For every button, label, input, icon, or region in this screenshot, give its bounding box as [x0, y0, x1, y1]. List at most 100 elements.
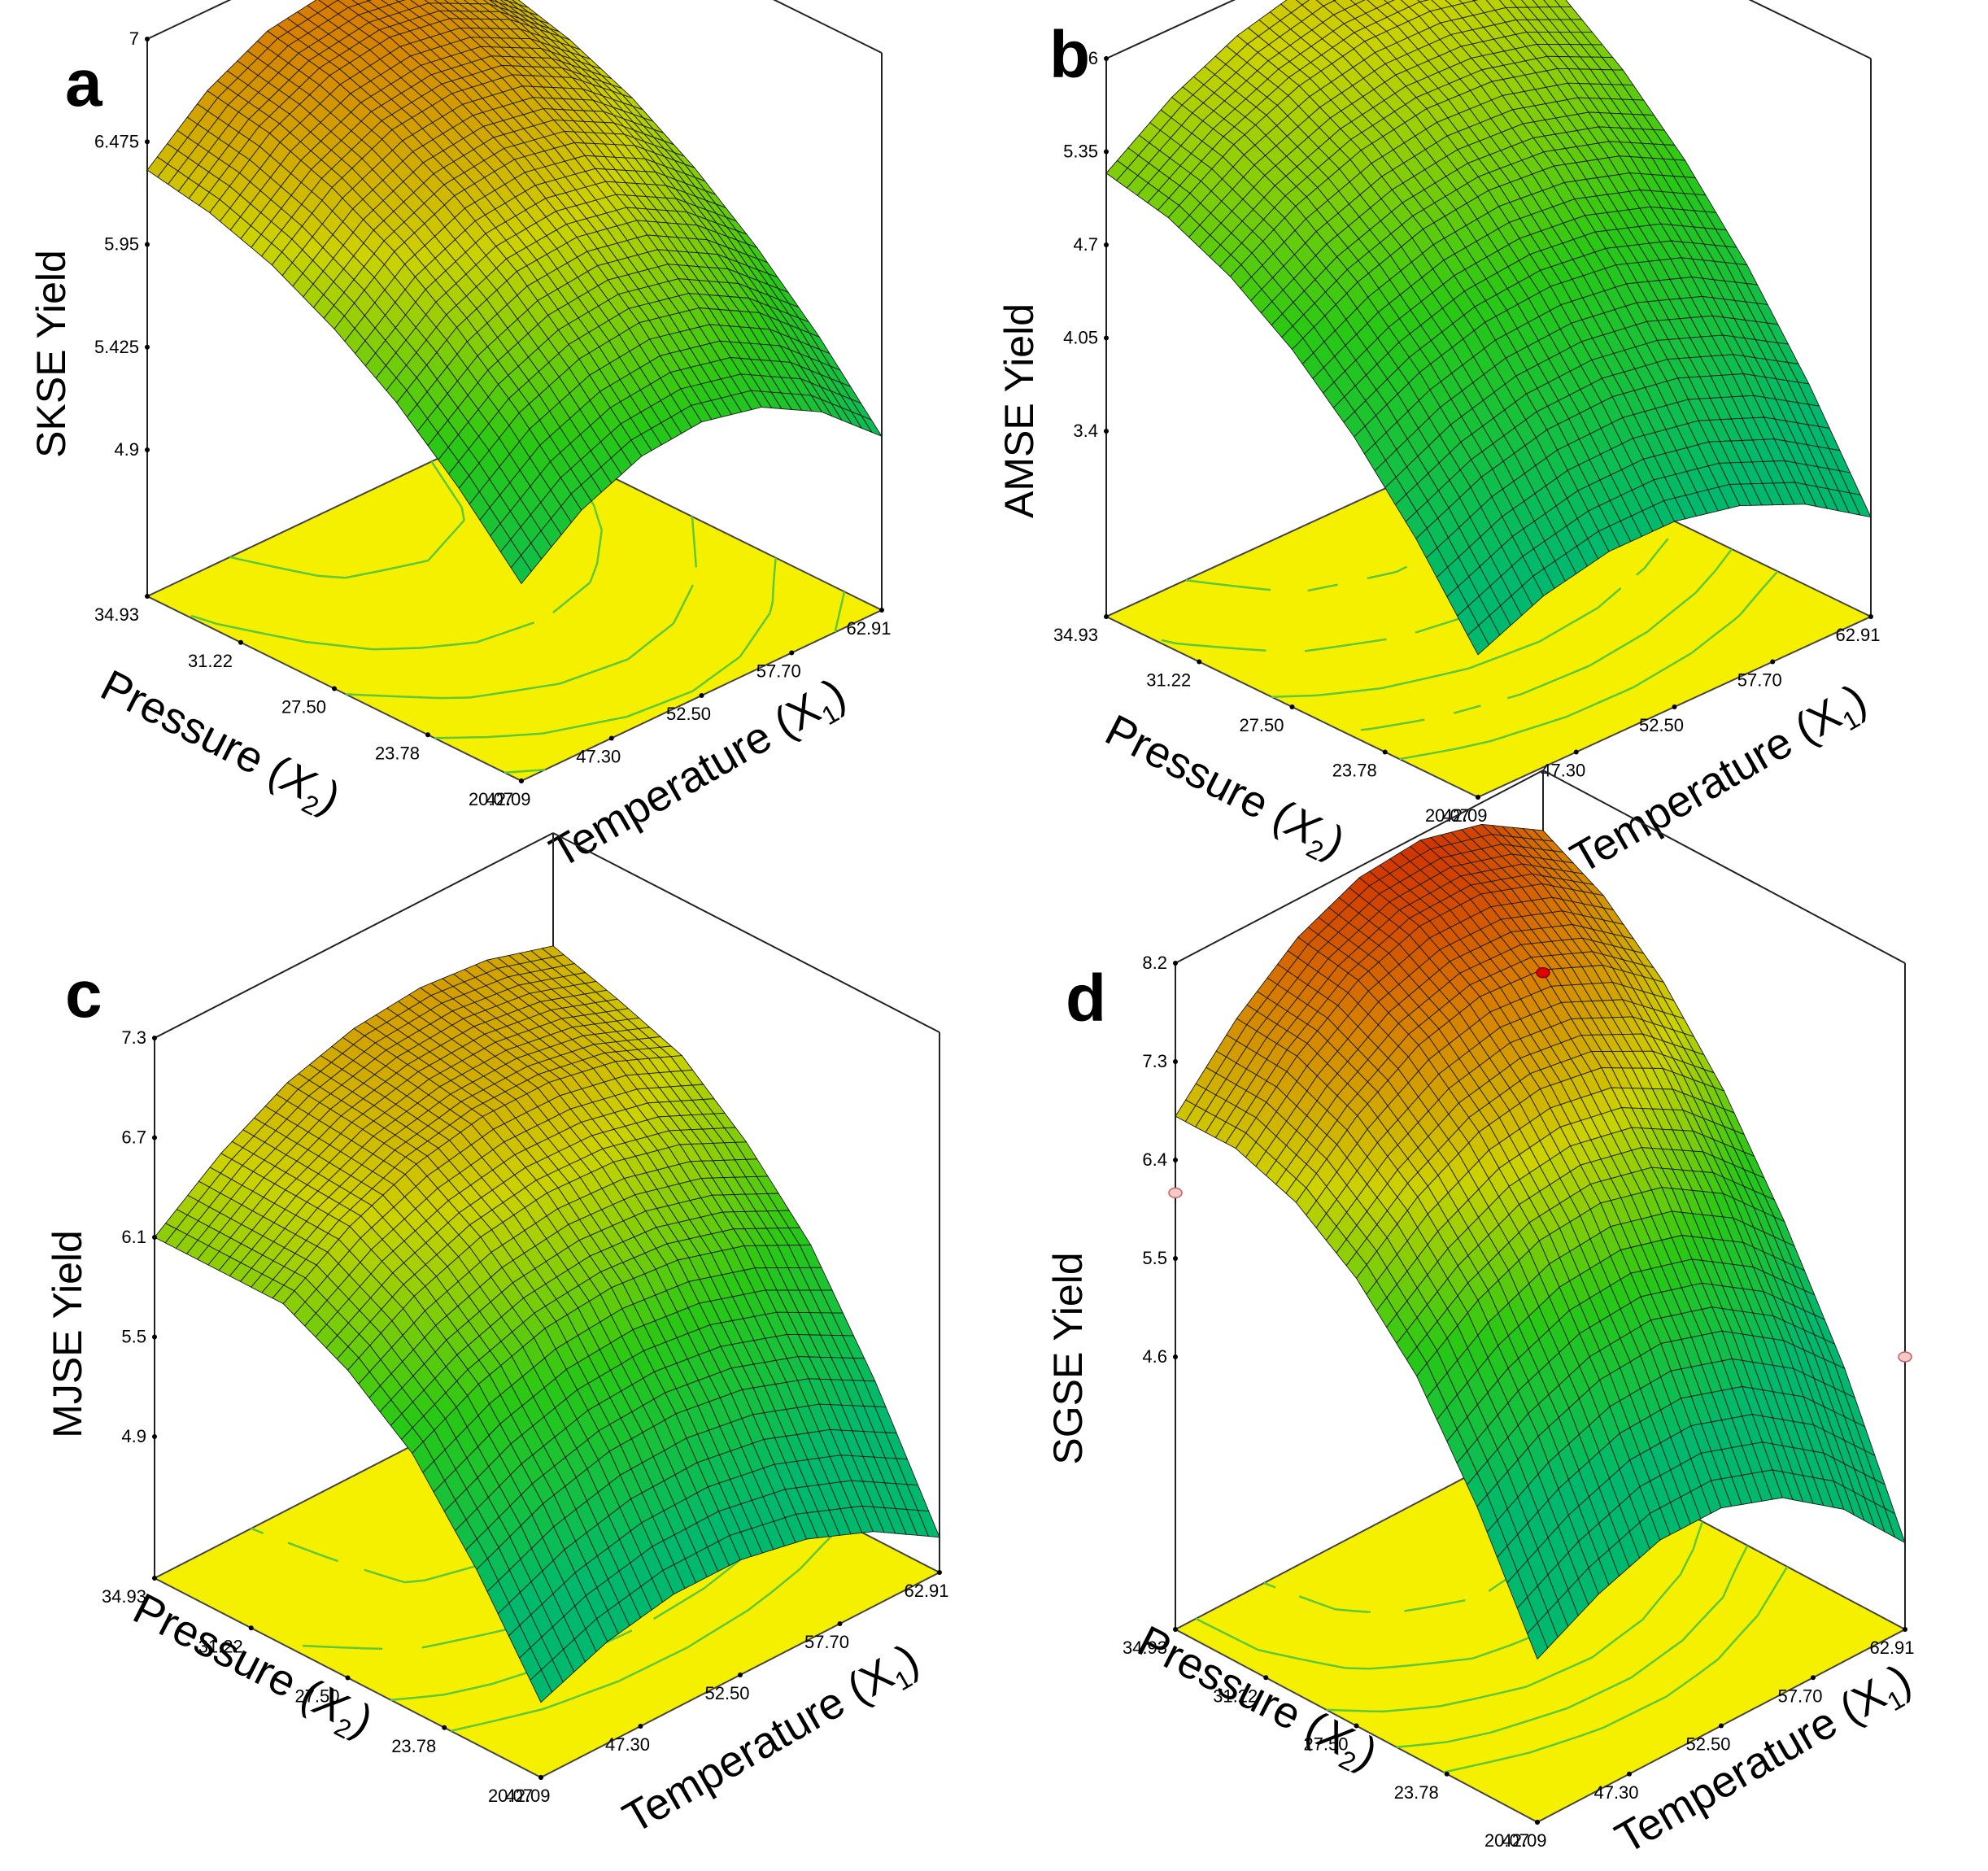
y-tick-mark — [152, 1576, 157, 1581]
y-tick-mark — [1289, 704, 1295, 709]
y-tick-mark — [248, 1625, 254, 1631]
x-tick-label: 62.91 — [1835, 625, 1880, 645]
z-tick-mark — [145, 242, 150, 247]
z-tick-mark — [152, 1135, 157, 1140]
y-tick-mark — [425, 732, 430, 738]
y-tick-label: 31.22 — [1146, 670, 1191, 691]
z-tick-label: 5.95 — [104, 234, 139, 255]
surface-plot: 4.95.4255.956.475742.0947.3052.5057.7062… — [94, 0, 892, 809]
z-tick-label: 6.7 — [121, 1127, 146, 1148]
z-tick-label: 6.475 — [94, 131, 139, 151]
y-tick-label: 31.22 — [188, 651, 233, 671]
z-tick-mark — [1104, 429, 1109, 434]
z-axis-label: AMSE Yield — [996, 303, 1042, 518]
x-tick-mark — [937, 1570, 942, 1575]
panel-b: b 3.44.054.75.35642.0947.3052.5057.7062.… — [996, 0, 1881, 883]
z-tick-mark — [152, 1334, 157, 1340]
z-tick-mark — [152, 1036, 157, 1040]
z-tick-label: 6 — [1088, 48, 1098, 68]
z-tick-mark — [145, 139, 150, 145]
y-tick-mark — [519, 778, 524, 783]
x-tick-label: 52.50 — [704, 1683, 749, 1703]
x-tick-label: 47.30 — [605, 1734, 650, 1755]
y-tick-label: 27.50 — [281, 697, 326, 717]
z-tick-label: 4.9 — [121, 1426, 146, 1446]
surface-mesh — [146, 0, 883, 585]
x-tick-mark — [738, 1673, 743, 1677]
y-tick-label: 23.78 — [1332, 761, 1377, 781]
z-tick-label: 7.3 — [121, 1027, 146, 1048]
x-tick-label: 62.91 — [846, 618, 891, 639]
y-tick-label: 23.78 — [391, 1736, 436, 1756]
panel-d: d 4.65.56.47.38.242.0947.3052.5057.7062.… — [1045, 770, 1919, 1863]
z-tick-label: 6.1 — [121, 1227, 146, 1247]
x-tick-mark — [1770, 659, 1776, 665]
frame-top-right-edge — [773, 0, 883, 54]
y-tick-mark — [442, 1725, 447, 1730]
y-tick-label: 27.50 — [1239, 715, 1284, 735]
x-tick-mark — [1868, 614, 1873, 619]
x-tick-mark — [879, 608, 884, 613]
z-tick-mark — [145, 37, 150, 41]
z-tick-mark — [145, 344, 150, 350]
panel-letter: c — [65, 957, 102, 1031]
y-tick-mark — [332, 686, 337, 691]
z-tick-mark — [145, 447, 150, 452]
y-tick-label: 23.78 — [375, 743, 420, 763]
frame-top-left-edge — [146, 0, 232, 40]
z-tick-label: 5.425 — [94, 337, 139, 357]
x-tick-label: 52.50 — [1639, 715, 1684, 735]
z-tick-mark — [1104, 149, 1109, 155]
x-tick-label: 57.70 — [1737, 670, 1782, 691]
surface-mesh — [1175, 823, 1906, 1660]
surface-plot: 3.44.054.75.35642.0947.3052.5057.7062.91… — [1053, 0, 1881, 826]
x-tick-mark — [837, 1621, 843, 1626]
y-axis-label: Pressure (X2) — [1095, 705, 1352, 872]
surface-mesh — [1105, 0, 1872, 656]
y-tick-mark — [538, 1775, 543, 1780]
z-tick-mark — [152, 1434, 157, 1439]
panel-letter: a — [65, 46, 103, 120]
y-tick-mark — [1197, 659, 1202, 665]
z-tick-label: 3.4 — [1073, 421, 1098, 441]
panel-letter: b — [1049, 18, 1090, 92]
x-tick-mark — [608, 735, 614, 741]
x-tick-mark — [638, 1724, 643, 1729]
x-tick-label: 62.91 — [904, 1581, 948, 1601]
y-axis-label-name: Pressure — [94, 661, 272, 784]
y-tick-mark — [145, 594, 150, 599]
x-tick-label: 52.50 — [666, 704, 711, 724]
z-tick-label: 7 — [129, 28, 139, 49]
y-tick-label: 34.93 — [1053, 625, 1098, 645]
y-tick-mark — [238, 639, 243, 645]
z-tick-label: 4.9 — [114, 439, 139, 460]
y-tick-mark — [1476, 795, 1480, 800]
y-axis-label: Pressure (X2) — [90, 661, 347, 827]
x-tick-mark — [699, 693, 704, 698]
x-tick-mark — [789, 650, 795, 656]
z-tick-label: 5.5 — [121, 1327, 146, 1347]
panel-c: c 4.95.56.16.77.342.0947.3052.5057.7062.… — [45, 832, 949, 1843]
y-tick-mark — [1104, 614, 1109, 619]
z-tick-label: 4.7 — [1073, 234, 1098, 255]
contour-line — [504, 591, 846, 774]
x-tick-label: 57.70 — [804, 1632, 849, 1652]
z-tick-mark — [1104, 335, 1109, 341]
x-tick-mark — [1573, 749, 1579, 755]
z-axis-label: SKSE Yield — [28, 250, 74, 458]
y-tick-label: 20.07 — [469, 789, 513, 809]
z-tick-label: 4.05 — [1063, 328, 1098, 348]
z-tick-mark — [152, 1235, 157, 1240]
x-tick-mark — [1672, 704, 1677, 709]
y-tick-mark — [345, 1675, 351, 1681]
x-tick-label: 47.30 — [576, 747, 621, 767]
contour-line — [434, 557, 777, 739]
z-axis-label: MJSE Yield — [45, 1230, 90, 1438]
panel-a: a 4.95.4255.956.475742.0947.3052.5057.70… — [28, 0, 892, 877]
y-tick-label: 20.07 — [488, 1786, 533, 1806]
y-tick-label: 34.93 — [94, 604, 139, 625]
z-tick-mark — [1104, 56, 1109, 61]
panel-letter: d — [1066, 962, 1106, 1036]
z-tick-mark — [1104, 242, 1109, 247]
